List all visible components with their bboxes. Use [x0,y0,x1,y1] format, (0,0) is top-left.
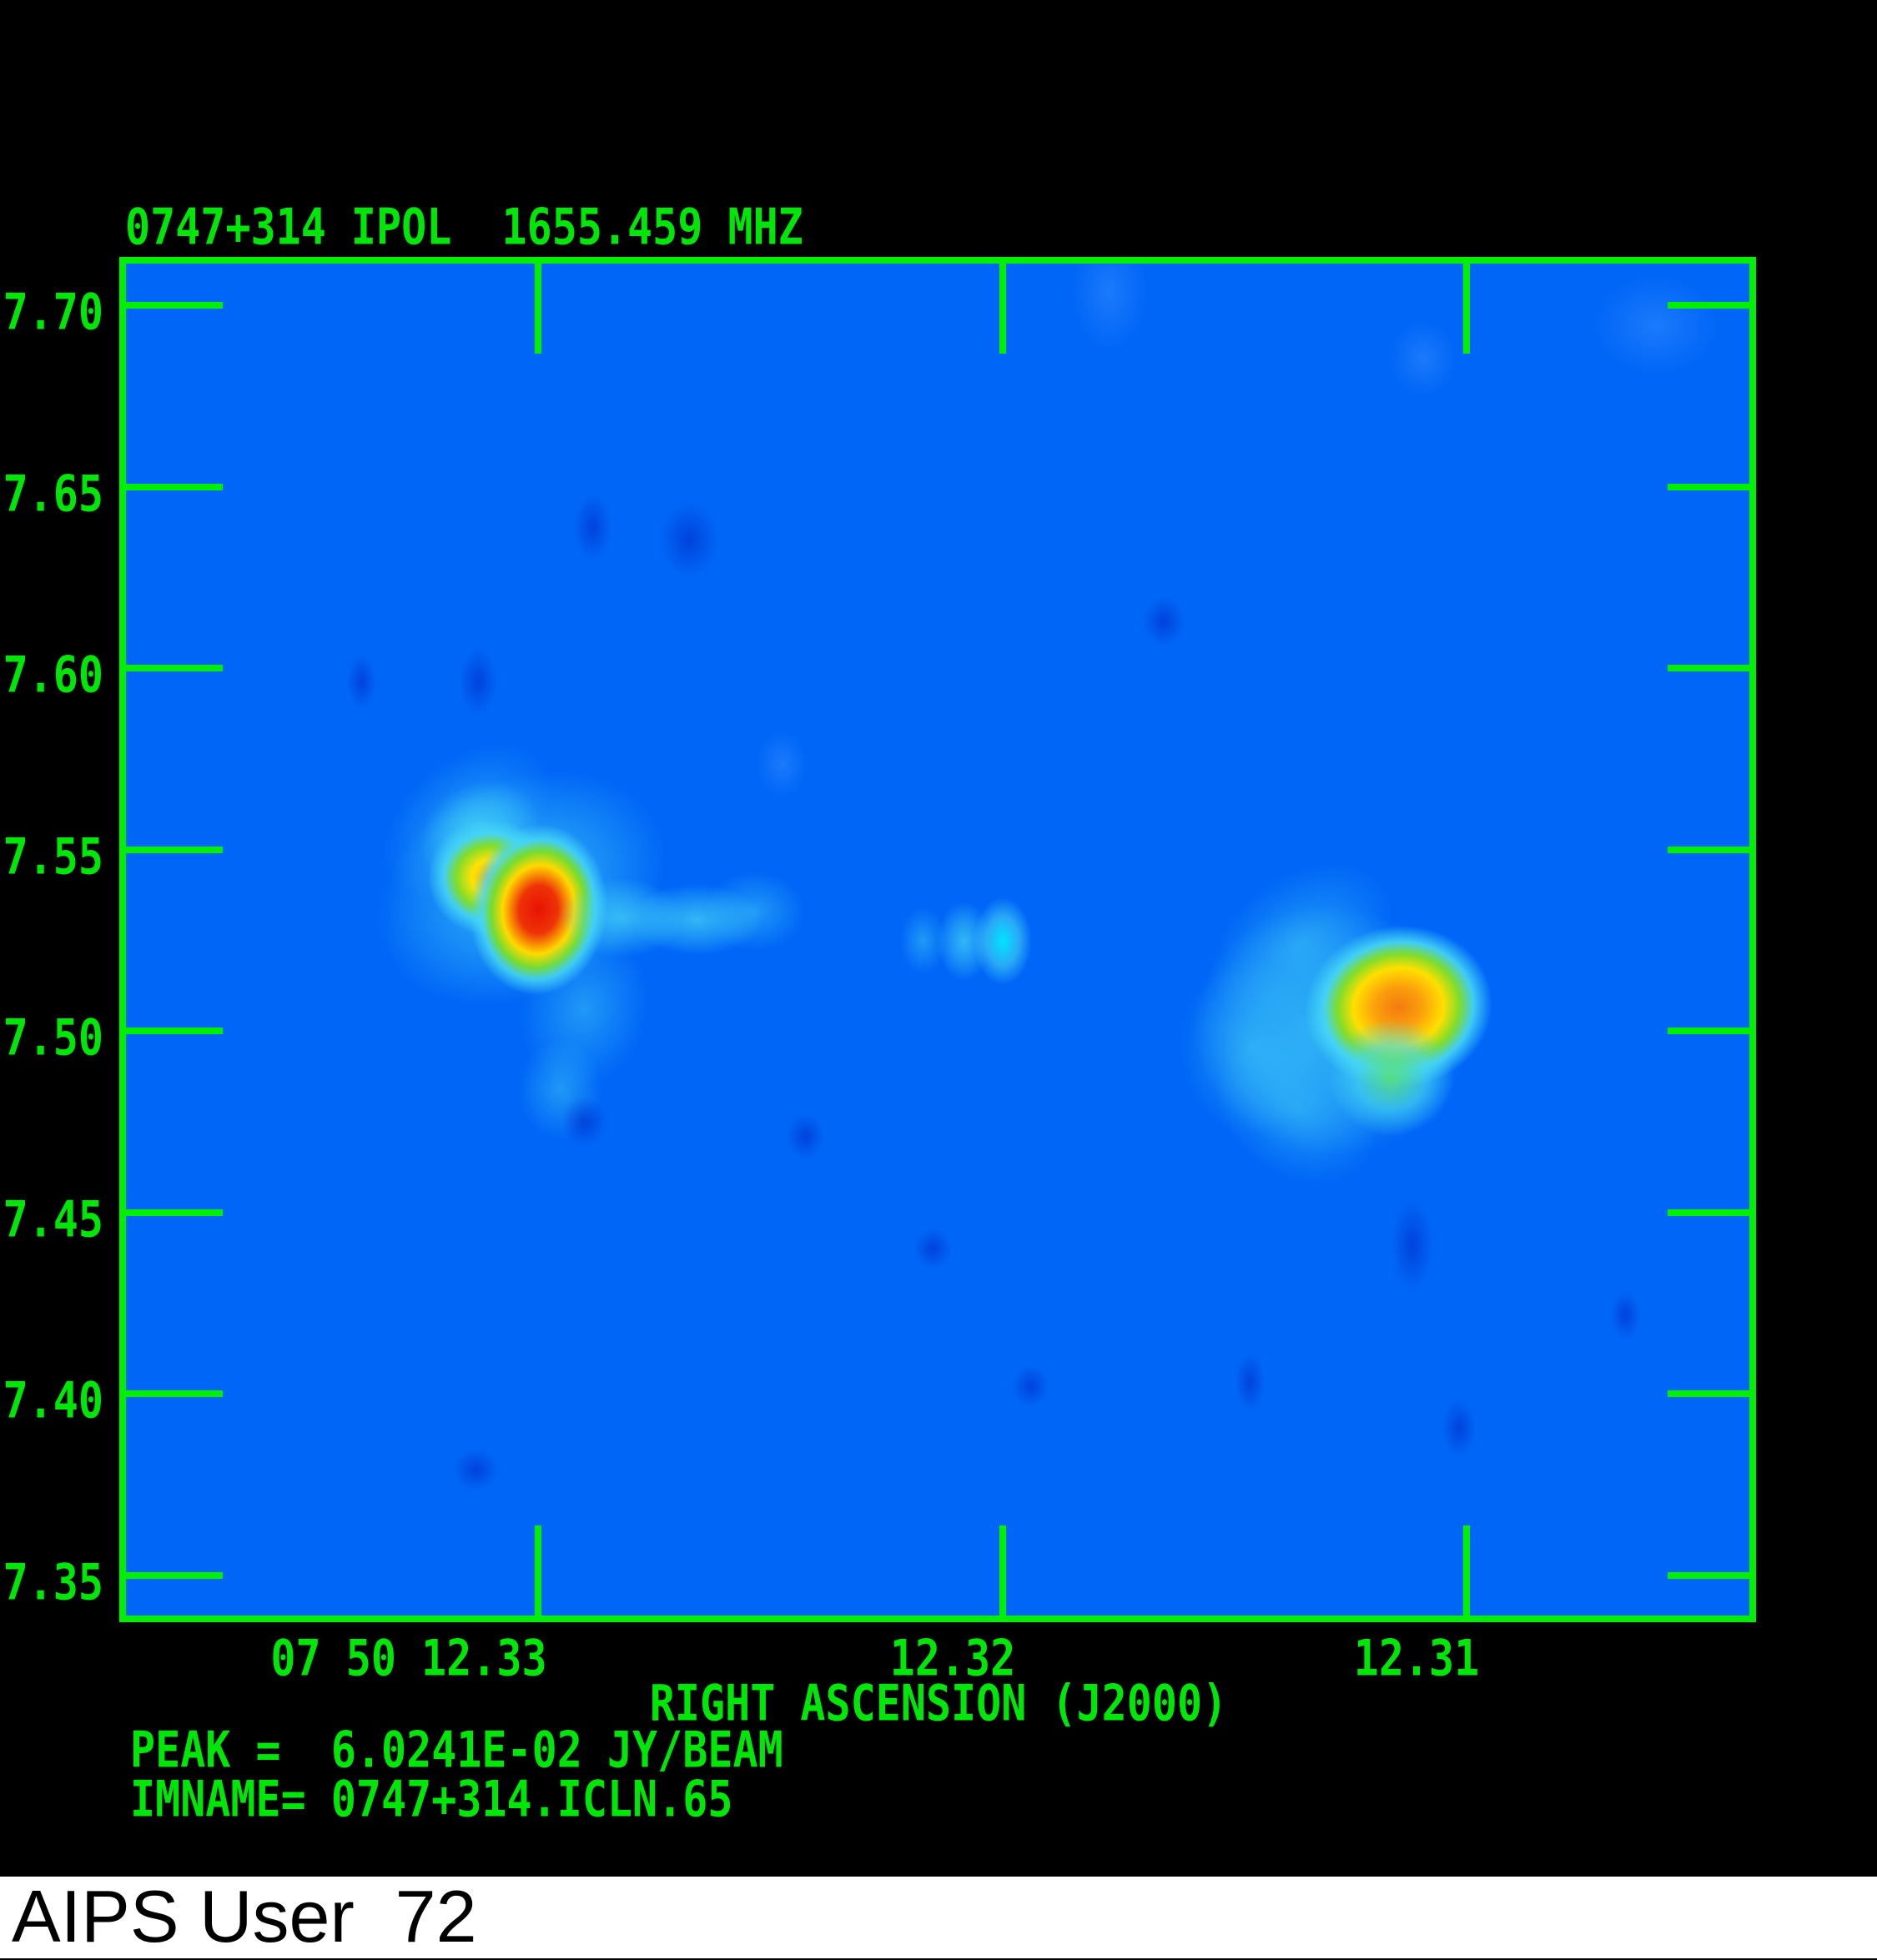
map-feature-west-ext-w [1180,959,1322,1134]
y-tick-label: 7.50 [3,1008,103,1067]
y-tick-left [126,1028,223,1034]
x-tick-top [999,264,1006,354]
y-tick-right [1668,1390,1749,1397]
y-tick-left [126,1572,223,1579]
peak-readout: PEAK = 6.0241E-02 JY/BEAM [130,1721,783,1779]
map-feature-noise-dark-2 [660,502,718,577]
map-feature-noise-dark-14 [913,1228,952,1269]
y-tick-left [126,302,223,309]
y-tick-label: 7.45 [3,1190,103,1249]
x-tick-bottom [999,1525,1006,1616]
status-bar: AIPS User 72 [0,1875,1877,1958]
y-tick-label: 7.40 [3,1371,103,1430]
map-feature-noise-dark-8 [1391,1199,1433,1291]
x-tick-label: 07 50 12.33 [270,1629,547,1687]
x-tick-bottom [1463,1525,1470,1616]
y-tick-right [1668,1209,1749,1216]
map-feature-noise-dark-3 [346,654,376,709]
x-tick-top [535,264,541,354]
map-feature-west-green-south [1329,1019,1454,1136]
map-feature-noise-dark-1 [573,494,611,560]
y-tick-right [1668,302,1749,309]
map-feature-noise-dark-5 [561,1097,607,1147]
y-tick-left [126,1209,223,1216]
y-tick-label: 7.55 [3,827,103,886]
y-tick-left [126,484,223,490]
y-tick-label: 7.60 [3,646,103,704]
y-tick-right [1668,484,1749,490]
image-frame [119,257,1756,1622]
y-tick-left [126,847,223,853]
map-feature-east-tail-2 [630,883,763,955]
map-feature-noise-light-1 [1593,275,1718,375]
y-tick-right [1668,1028,1749,1034]
imname-readout: IMNAME= 0747+314.ICLN.65 [130,1770,733,1828]
x-axis-title: RIGHT ASCENSION (J2000) [649,1674,1228,1732]
y-tick-label: 7.35 [3,1553,103,1611]
y-tick-left [126,665,223,671]
map-feature-noise-dark-10 [1442,1399,1476,1457]
y-tick-label: 7.70 [3,283,103,341]
map-feature-noise-dark-4 [459,648,497,715]
x-tick-label: 12.32 [889,1629,1016,1687]
plot-title: 0747+314 IPOL 1655.459 MHZ [125,198,803,256]
x-tick-top [1463,264,1470,354]
map-feature-noise-light-4 [757,731,807,797]
map-feature-jet-knot-3 [974,897,1032,985]
map-feature-noise-light-2 [1072,264,1147,350]
x-tick-label: 12.31 [1353,1629,1480,1687]
x-tick-bottom [535,1525,541,1616]
y-tick-right [1668,1572,1749,1579]
radio-map [126,264,1749,1616]
y-tick-right [1668,847,1749,853]
map-feature-noise-dark-7 [1143,596,1185,646]
map-feature-noise-dark-9 [1235,1353,1265,1411]
map-feature-noise-dark-11 [1610,1290,1640,1340]
status-text: AIPS User 72 [12,1875,477,1957]
map-feature-noise-dark-12 [1011,1365,1049,1407]
y-tick-right [1668,665,1749,671]
y-tick-left [126,1390,223,1397]
map-feature-noise-dark-6 [786,1113,824,1159]
map-feature-east-tail-3 [705,871,805,951]
y-tick-label: 7.65 [3,465,103,523]
map-feature-noise-light-3 [1390,321,1457,396]
map-feature-noise-dark-13 [452,1449,499,1490]
